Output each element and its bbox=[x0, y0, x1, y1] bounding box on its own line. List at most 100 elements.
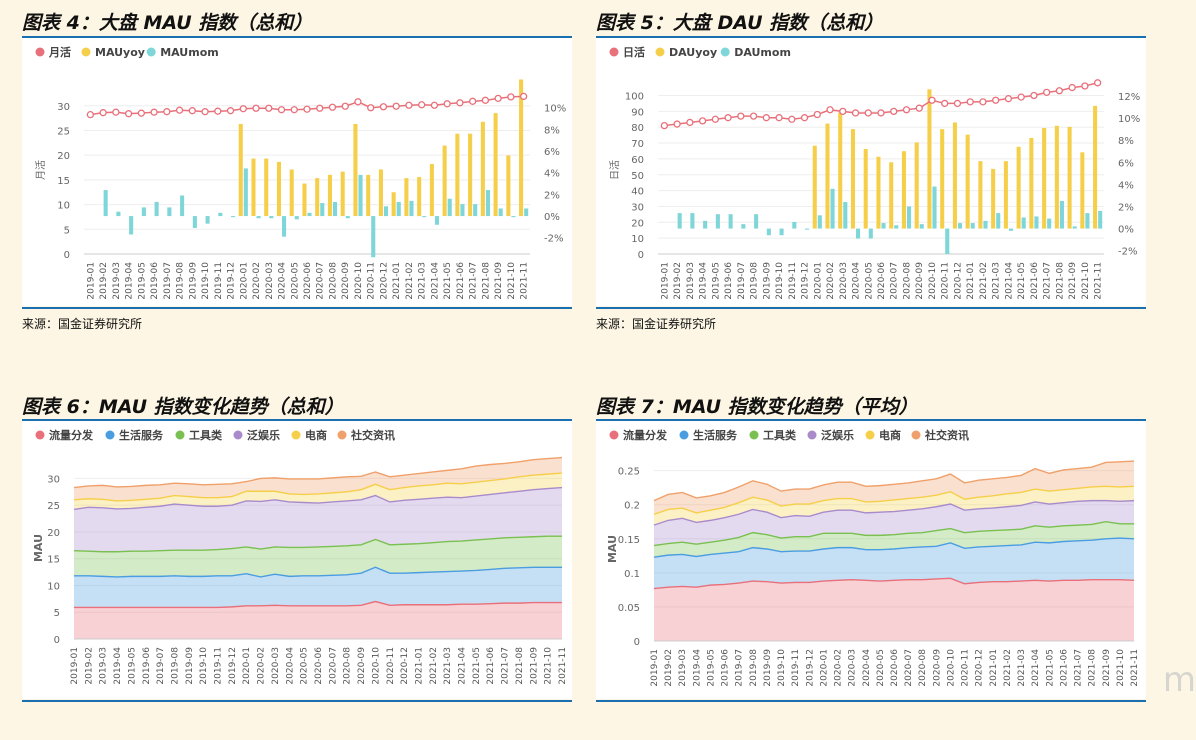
x-tick-label: 2020-03 bbox=[839, 262, 849, 300]
x-tick-label: 2020-01 bbox=[239, 262, 249, 300]
x-tick-label: 2019-08 bbox=[750, 262, 760, 300]
x-tick-label: 2020-02 bbox=[257, 647, 267, 685]
legend-marker bbox=[609, 430, 619, 440]
y2-tick-label: 0% bbox=[1118, 225, 1134, 236]
yoy-bar bbox=[901, 151, 906, 229]
y2-tick-label: 4% bbox=[544, 169, 560, 180]
figure-4-source: 来源：国金证券研究所 bbox=[22, 317, 143, 331]
mom-bar bbox=[1034, 216, 1039, 229]
y2-tick-label: 8% bbox=[1118, 136, 1134, 147]
figure-7-bottom-rule bbox=[596, 700, 1146, 702]
x-tick-label: 2021-10 bbox=[544, 647, 554, 685]
x-tick-label: 2019-11 bbox=[214, 262, 224, 300]
x-tick-label: 2020-12 bbox=[400, 647, 410, 685]
yoy-bar bbox=[1093, 105, 1098, 229]
yoy-bar bbox=[404, 178, 409, 217]
x-tick-label: 2021-06 bbox=[486, 647, 496, 685]
x-tick-label: 2021-05 bbox=[472, 647, 482, 685]
area-band bbox=[74, 487, 562, 552]
y-tick-label: 0 bbox=[638, 250, 644, 261]
y-tick-label: 30 bbox=[47, 474, 60, 485]
mom-bar bbox=[205, 216, 210, 224]
activity-point bbox=[150, 108, 158, 116]
legend-marker bbox=[911, 430, 921, 440]
y-tick-label: 0 bbox=[64, 250, 70, 261]
mom-bar bbox=[1085, 213, 1090, 229]
activity-point bbox=[686, 118, 694, 127]
mom-bar bbox=[1072, 226, 1077, 229]
mom-bar bbox=[957, 223, 963, 229]
mom-bar bbox=[881, 223, 886, 229]
activity-point bbox=[443, 100, 451, 108]
mom-bar bbox=[715, 214, 720, 229]
x-tick-label: 2020-11 bbox=[367, 262, 377, 300]
x-tick-label: 2021-09 bbox=[1102, 649, 1112, 687]
x-tick-label: 2020-07 bbox=[904, 649, 914, 687]
activity-point bbox=[864, 109, 872, 117]
mom-bar bbox=[409, 200, 414, 217]
mom-bar bbox=[320, 203, 325, 217]
x-tick-label: 2021-01 bbox=[989, 649, 999, 687]
mom-bar bbox=[345, 216, 350, 219]
y-tick-label: 0.2 bbox=[624, 501, 640, 512]
mom-bar bbox=[116, 211, 121, 217]
x-tick-label: 2020-05 bbox=[300, 647, 310, 685]
mom-bar bbox=[218, 212, 223, 217]
figure-4-title: 图表 4：大盘 MAU 指数（总和） bbox=[22, 12, 313, 34]
y2-tick-label: 6% bbox=[1118, 158, 1134, 169]
yoy-bar bbox=[965, 134, 970, 229]
legend-marker bbox=[35, 430, 45, 440]
activity-point bbox=[163, 108, 171, 116]
x-tick-label: 2019-07 bbox=[737, 262, 747, 300]
mom-bar bbox=[422, 216, 427, 218]
activity-point bbox=[1030, 91, 1038, 100]
x-tick-label: 2019-01 bbox=[660, 262, 670, 300]
activity-point bbox=[928, 96, 936, 104]
activity-point bbox=[992, 96, 1000, 104]
x-tick-label: 2020-03 bbox=[271, 647, 281, 685]
mom-bar bbox=[805, 228, 810, 230]
activity-point bbox=[915, 104, 923, 112]
mom-bar bbox=[983, 220, 988, 229]
y2-tick-label: 4% bbox=[1118, 180, 1134, 191]
x-tick-label: 2021-04 bbox=[1031, 649, 1041, 687]
yoy-bar bbox=[863, 149, 868, 229]
x-tick-label: 2019-02 bbox=[673, 262, 683, 300]
mom-bar bbox=[498, 208, 503, 217]
y2-tick-label: 2% bbox=[544, 190, 560, 201]
y2-tick-label: 12% bbox=[1118, 92, 1140, 103]
mom-bar bbox=[728, 214, 733, 229]
x-tick-label: 2021-02 bbox=[979, 262, 989, 300]
legend-marker bbox=[81, 47, 91, 57]
x-tick-label: 2020-04 bbox=[278, 262, 288, 300]
activity-point bbox=[456, 99, 464, 107]
activity-point bbox=[1081, 82, 1089, 90]
activity-point bbox=[1068, 83, 1076, 92]
yoy-bar bbox=[1016, 146, 1021, 229]
mom-bar bbox=[129, 216, 134, 235]
x-tick-label: 2021-04 bbox=[1004, 262, 1014, 300]
x-tick-label: 2019-10 bbox=[777, 649, 787, 687]
yoy-bar bbox=[289, 169, 294, 217]
x-tick-label: 2020-10 bbox=[371, 647, 381, 685]
y2-tick-label: 0% bbox=[544, 212, 560, 223]
activity-point bbox=[341, 102, 349, 110]
activity-point bbox=[201, 108, 209, 116]
activity-point bbox=[979, 98, 987, 106]
mom-bar bbox=[167, 207, 172, 217]
yoy-bar bbox=[825, 123, 830, 229]
activity-point bbox=[124, 110, 133, 118]
yoy-bar bbox=[1042, 128, 1047, 229]
mom-bar bbox=[1008, 228, 1014, 231]
mom-bar bbox=[243, 168, 248, 217]
yoy-bar bbox=[812, 145, 817, 229]
yoy-bar bbox=[940, 129, 945, 229]
y-tick-label: 25 bbox=[57, 126, 70, 137]
area-band bbox=[74, 536, 562, 577]
x-tick-label: 2020-02 bbox=[834, 649, 844, 687]
x-tick-label: 2019-07 bbox=[735, 649, 745, 687]
yoy-bar bbox=[468, 133, 473, 217]
y-tick-label: 0 bbox=[54, 635, 60, 646]
figure-5-panel: 日活 DAUyoy DAUmom 0 10 20 30 40 50 60 70 80 90 100 -2% 0… bbox=[596, 38, 1146, 306]
y-tick-label: 100 bbox=[625, 92, 644, 103]
